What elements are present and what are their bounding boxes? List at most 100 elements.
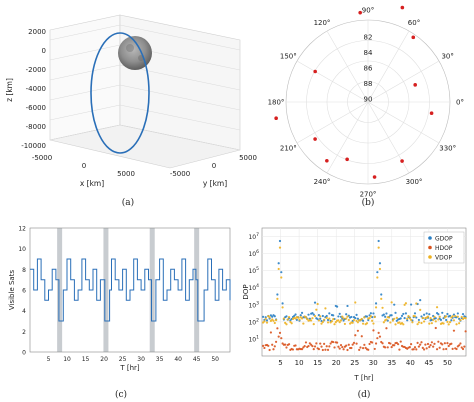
satellite-point: [274, 116, 278, 120]
dop-point-hdop: [372, 329, 375, 332]
polar-spoke: [326, 101, 369, 174]
dop-point-vdop: [452, 319, 456, 322]
y-tick-label: 106: [248, 249, 259, 258]
dop-point-vdop: [403, 303, 406, 306]
dop-point-hdop: [287, 343, 291, 346]
dop-point-vdop: [422, 320, 426, 323]
dop-point-hdop: [269, 331, 273, 334]
z-tick-label: 2000: [28, 28, 46, 36]
dop-point-vdop: [342, 317, 345, 320]
dop-point-vdop: [300, 317, 304, 320]
dop-point-hdop: [338, 347, 341, 350]
dop-point-hdop: [346, 348, 349, 352]
dop-point-vdop: [294, 317, 297, 320]
x-tick-label: 25: [119, 356, 127, 363]
dop-point-vdop: [391, 319, 395, 322]
dop-point-hdop: [393, 344, 396, 347]
dop-point-gdop: [390, 314, 393, 317]
satellite-point: [429, 111, 434, 116]
dop-point-hdop: [397, 343, 400, 346]
dop-point-gdop: [422, 313, 426, 316]
dop-point-gdop: [289, 319, 292, 322]
dop-point-hdop: [376, 337, 379, 340]
satellite-point: [411, 35, 416, 40]
dop-point-vdop: [434, 320, 437, 323]
dop-point-gdop: [399, 317, 402, 320]
legend-label: GDOP: [435, 236, 453, 243]
dop-point-vdop: [274, 318, 278, 322]
y-axis-ticks: 5000 0 -5000: [170, 154, 257, 178]
dop-point-hdop: [347, 343, 350, 346]
dop-point-hdop: [450, 342, 453, 345]
dop-point-hdop: [421, 346, 424, 350]
x-tick-label: 35: [156, 356, 164, 363]
dop-point-hdop: [345, 344, 348, 347]
dop-point-vdop: [281, 306, 284, 309]
angle-labels: 90° 60° 30° 0° 330° 300° 270° 240° 210° 180° 150° 1…: [268, 7, 464, 199]
dop-point-vdop: [389, 321, 392, 324]
satellite-point: [413, 83, 417, 87]
dop-point-vdop: [455, 323, 458, 326]
dop-point-gdop: [384, 315, 387, 318]
dop-point-hdop: [326, 348, 330, 351]
dop-point-hdop: [341, 345, 344, 349]
dop-point-gdop: [374, 302, 378, 305]
dop-point-vdop: [377, 246, 380, 249]
dop-point-vdop: [373, 315, 376, 319]
z-axis-label: z [km]: [5, 78, 14, 102]
dop-point-vdop: [313, 315, 317, 318]
grid-line: [49, 24, 121, 41]
dop-point-vdop: [390, 301, 393, 304]
dop-point-vdop: [332, 318, 335, 321]
dop-point-gdop: [356, 317, 359, 320]
dop-point-gdop: [311, 312, 314, 315]
z-axis-ticks: 2000 0 -2000 -4000 -6000 -8000 -10000: [21, 28, 46, 150]
polar-spoke: [367, 30, 410, 103]
z-tick-label: -10000: [21, 142, 46, 150]
dop-point-hdop: [385, 327, 388, 330]
angle-label: 120°: [314, 19, 331, 27]
dop-point-hdop: [368, 342, 371, 346]
dop-point-gdop: [264, 316, 267, 319]
dop-point-hdop: [284, 343, 287, 346]
dop-point-vdop: [341, 315, 344, 318]
dop-point-vdop: [408, 317, 411, 320]
angle-label: 270°: [360, 191, 377, 199]
dop-point-gdop: [393, 303, 396, 306]
dop-point-vdop: [416, 323, 419, 326]
dop-point-gdop: [456, 312, 459, 315]
dop-point-hdop: [337, 345, 340, 348]
x-tick-label: 0: [82, 162, 86, 170]
dop-point-hdop: [358, 348, 361, 351]
dop-point-gdop: [452, 313, 456, 316]
dop-point-vdop: [343, 322, 346, 326]
y-tick-label: 2: [22, 329, 26, 336]
dop-point-gdop: [278, 239, 282, 243]
occultation-band: [149, 228, 155, 352]
dop-point-hdop: [355, 342, 358, 345]
dop-point-vdop: [324, 307, 327, 310]
legend-marker: [428, 255, 432, 259]
dop-point-gdop: [354, 317, 357, 320]
dop-point-vdop: [334, 321, 337, 324]
x-tick-label: 45: [193, 356, 201, 363]
dop-point-gdop: [273, 315, 276, 318]
dop-point-gdop: [328, 312, 331, 315]
dop-point-vdop: [393, 317, 396, 320]
dop-point-hdop: [336, 341, 339, 344]
dop-point-vdop: [326, 321, 330, 324]
dop-point-vdop: [315, 308, 318, 311]
dop-point-vdop: [460, 315, 463, 319]
dop-point-vdop: [346, 315, 349, 318]
satellite-point: [372, 175, 377, 179]
dop-point-vdop: [325, 316, 328, 319]
dop-point-hdop: [420, 341, 423, 344]
y-tick-label: 0: [22, 350, 26, 357]
y-tick-label: 105: [248, 266, 259, 275]
y-axis-label: DOP: [242, 284, 250, 299]
dop-point-vdop: [352, 318, 356, 322]
dop-point-vdop: [278, 246, 282, 249]
dop-point-vdop: [448, 320, 452, 324]
dop-point-hdop: [272, 348, 275, 351]
